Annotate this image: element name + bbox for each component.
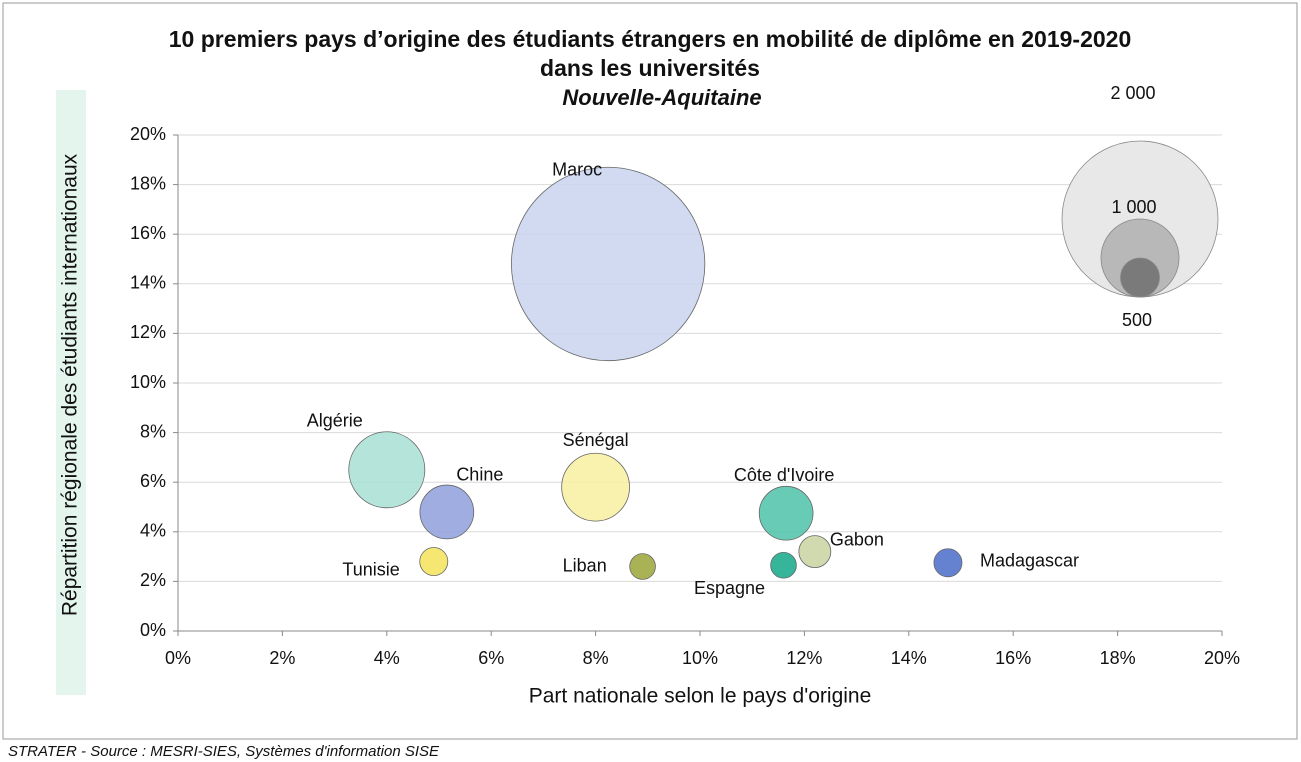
y-axis-label: Répartition régionale des étudiants inte… (59, 153, 82, 616)
bubble (419, 547, 449, 577)
x-tick-label: 10% (682, 648, 718, 668)
x-tick-label: 0% (165, 648, 191, 668)
bubble-label: Algérie (307, 411, 363, 431)
y-tick-label: 0% (140, 620, 166, 640)
bubble-label: Chine (456, 465, 503, 485)
x-tick-label: 20% (1204, 648, 1240, 668)
size-legend-bubble (1120, 257, 1160, 298)
x-tick-label: 8% (583, 648, 609, 668)
size-legend-label: 2 000 (1110, 83, 1155, 103)
bubble (770, 552, 797, 579)
bubble-label: Côte d'Ivoire (734, 465, 835, 485)
bubble (758, 485, 814, 541)
x-tick-label: 4% (374, 648, 400, 668)
x-tick-label: 18% (1100, 648, 1136, 668)
y-tick-label: 6% (140, 471, 166, 491)
y-tick-label: 20% (130, 124, 166, 144)
y-tick-label: 10% (130, 372, 166, 392)
y-tick-label: 8% (140, 421, 166, 441)
frame (2, 2, 1298, 740)
bubble (419, 484, 475, 540)
chart-title: 10 premiers pays d’origine des étudiants… (169, 26, 1132, 52)
bubble (348, 431, 426, 509)
x-axis-label: Part nationale selon le pays d'origine (529, 685, 872, 708)
y-tick-label: 16% (130, 223, 166, 243)
bubble-label: Gabon (830, 529, 884, 549)
bubble-label: Espagne (694, 578, 765, 598)
y-tick-label: 14% (130, 273, 166, 293)
x-tick-label: 12% (786, 648, 822, 668)
x-tick-label: 14% (891, 648, 927, 668)
size-legend-label: 500 (1122, 310, 1152, 330)
bubble-label: Sénégal (563, 430, 629, 450)
bubble-label: Liban (563, 555, 607, 575)
x-tick-label: 16% (995, 648, 1031, 668)
bubble (798, 535, 832, 569)
x-tick-label: 6% (478, 648, 504, 668)
bubble (511, 166, 706, 362)
bubble-label: Madagascar (980, 551, 1079, 571)
y-tick-label: 4% (140, 521, 166, 541)
bubble-label: Maroc (552, 160, 602, 180)
x-tick-label: 2% (269, 648, 295, 668)
bubble (933, 548, 963, 578)
bubble (629, 553, 656, 580)
y-label-box (56, 90, 86, 695)
size-legend-label: 1 000 (1111, 197, 1156, 217)
y-tick-label: 2% (140, 570, 166, 590)
bubble (561, 452, 630, 522)
chart-subtitle: Nouvelle-Aquitaine (562, 85, 761, 110)
source: STRATER - Source : MESRI-SIES, Systèmes … (8, 743, 440, 760)
y-tick-label: 18% (130, 173, 166, 193)
y-tick-label: 12% (130, 322, 166, 342)
chart-title-line2: dans les universités (540, 55, 760, 81)
bubble-label: Tunisie (342, 559, 399, 579)
